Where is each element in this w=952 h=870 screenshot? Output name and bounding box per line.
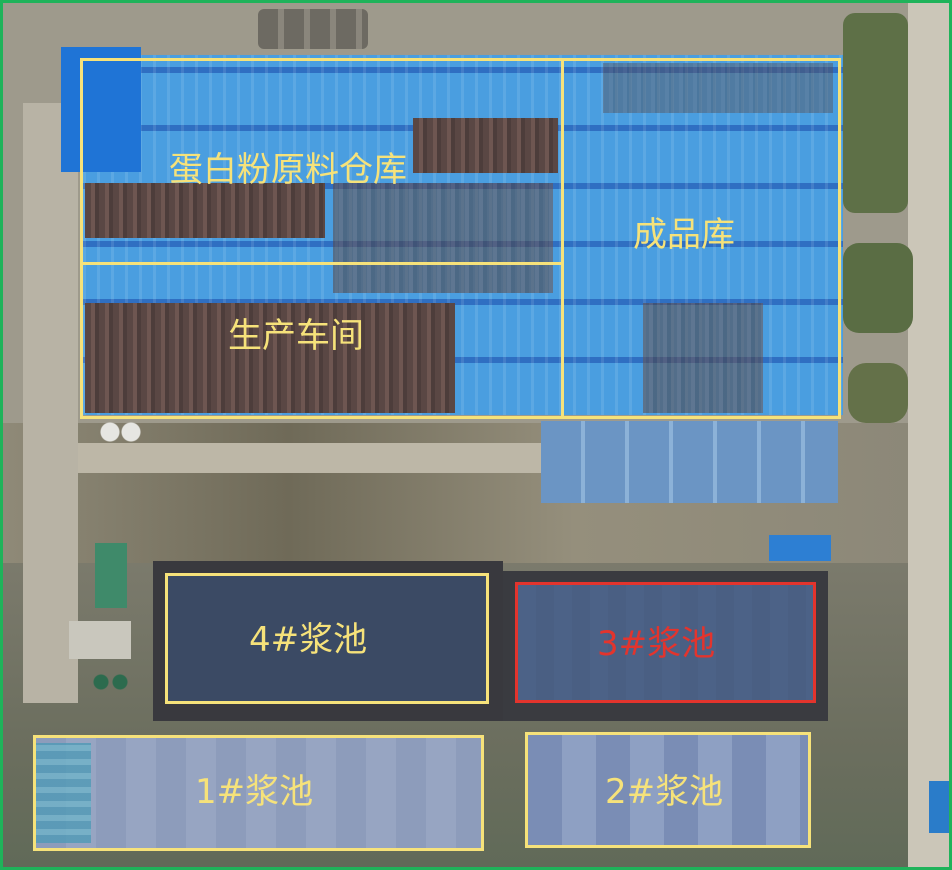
zone-pond-1	[33, 735, 484, 851]
label-finished-goods: 成品库	[633, 215, 735, 255]
zone-finished-goods	[561, 58, 841, 419]
road-west	[23, 103, 78, 703]
label-workshop: 生产车间	[228, 316, 364, 356]
pond-2-cover	[528, 735, 808, 845]
label-pond-2: 2#浆池	[605, 772, 724, 812]
road-east	[908, 3, 949, 867]
label-pond-3: 3#浆池	[597, 624, 716, 664]
white-tanks	[98, 421, 143, 443]
truck	[929, 781, 949, 833]
pond-4-cover	[168, 576, 486, 701]
storage-tanks	[258, 9, 368, 49]
road-internal	[78, 443, 548, 473]
zone-pond-2	[525, 732, 811, 848]
pond-3-cover	[518, 585, 813, 700]
blue-tower-structure	[61, 47, 141, 172]
roof-panel-dark	[413, 118, 558, 173]
roof-panel-dark	[85, 183, 325, 238]
zone-pond-4	[165, 573, 489, 704]
shed-roof	[541, 421, 838, 503]
tree-cluster-small	[848, 363, 908, 423]
roof-panel-dark	[85, 303, 455, 413]
label-pond-1: 1#浆池	[195, 772, 314, 812]
tree-row	[843, 13, 908, 213]
roof-panel-dark	[333, 183, 553, 293]
pond-1-patch	[36, 743, 91, 843]
equipment-pad	[69, 621, 131, 659]
equipment-unit	[95, 543, 127, 608]
label-warehouse: 蛋白粉原料仓库	[169, 150, 407, 190]
tree-cluster	[843, 243, 913, 333]
roof-panel-dark	[603, 63, 833, 113]
zone-pond-3	[515, 582, 816, 703]
cooling-fans	[93, 671, 131, 693]
small-blue-shed	[769, 535, 831, 561]
label-pond-4: 4#浆池	[249, 620, 368, 660]
pond-1-cover	[36, 738, 481, 848]
roof-panel-dark	[643, 303, 763, 413]
